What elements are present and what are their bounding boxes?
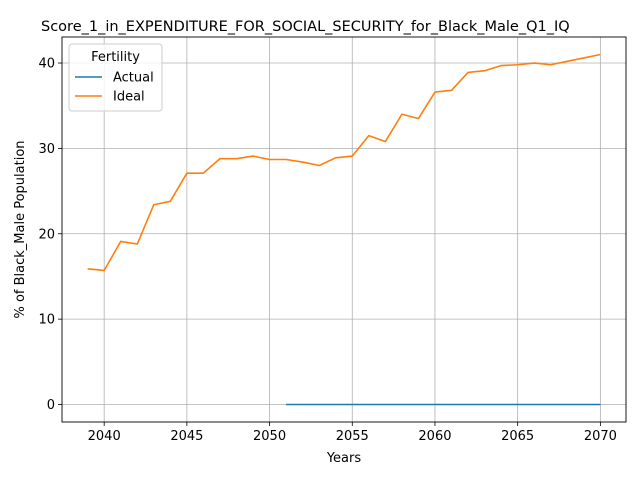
- axis-ticks: 2040 2045 2050 2055 2060 2065 2070 0 10 20 30 40: [38, 57, 616, 444]
- grid-lines: [62, 37, 626, 422]
- y-tick-label: 0: [47, 398, 55, 413]
- legend: Fertility Actual Ideal: [68, 43, 163, 112]
- x-tick-label: 2070: [584, 429, 617, 444]
- x-tick-label: 2050: [253, 429, 286, 444]
- legend-entries: Actual Ideal: [75, 71, 154, 105]
- y-tick-label: 30: [38, 142, 55, 157]
- y-tick-label: 40: [38, 57, 55, 72]
- legend-label-ideal: Ideal: [113, 90, 145, 105]
- x-tick-label: 2060: [418, 429, 451, 444]
- y-axis-label: % of Black_Male Population: [13, 140, 28, 318]
- series-lines: [87, 53, 601, 406]
- legend-box: [68, 43, 163, 112]
- legend-label-actual: Actual: [113, 71, 154, 86]
- x-tick-label: 2045: [170, 429, 203, 444]
- y-tick-label: 20: [38, 227, 55, 242]
- legend-title: Fertility: [91, 50, 140, 65]
- x-tick-label: 2040: [88, 429, 121, 444]
- x-tick-label: 2055: [336, 429, 369, 444]
- chart-title: Score_1_in_EXPENDITURE_FOR_SOCIAL_SECURI…: [41, 19, 570, 35]
- y-tick-label: 10: [38, 313, 55, 328]
- x-tick-label: 2065: [501, 429, 534, 444]
- plot-frame: [61, 36, 627, 423]
- x-axis-label: Years: [326, 451, 362, 466]
- series-line-ideal: [87, 53, 601, 272]
